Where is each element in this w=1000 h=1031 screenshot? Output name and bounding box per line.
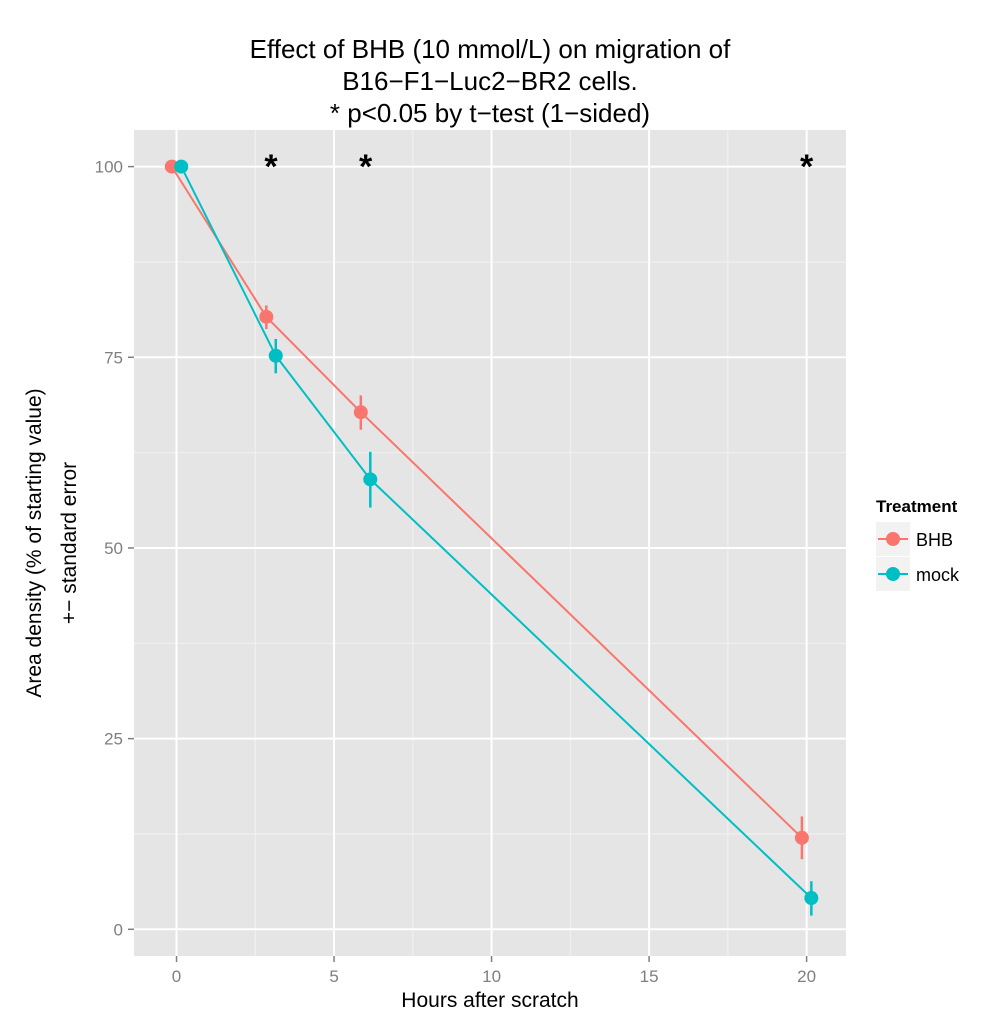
data-point (259, 309, 274, 324)
series-layer (164, 159, 819, 916)
significance-star: * (359, 148, 373, 186)
legend: Treatment BHB mock (876, 497, 960, 591)
chart-title: Effect of BHB (10 mmol/L) on migration o… (250, 34, 731, 128)
y-tick-label: 100 (95, 158, 123, 177)
y-tick-label: 75 (104, 348, 123, 367)
data-point (794, 830, 809, 845)
y-axis-title-line-1: Area density (% of starting value) (23, 388, 46, 697)
y-axis-title-line-2: +− standard error (58, 462, 81, 624)
legend-label: BHB (916, 530, 953, 550)
y-tick-label: 0 (114, 920, 123, 939)
legend-key-point (886, 567, 900, 581)
axis-ticks: 0 5 10 15 20 0 25 50 75 100 (95, 158, 816, 986)
legend-item-mock: mock (876, 557, 960, 591)
legend-label: mock (916, 565, 960, 585)
grid (134, 130, 846, 956)
data-point (804, 891, 819, 906)
x-tick-label: 20 (797, 967, 816, 986)
data-point (353, 405, 368, 420)
significance-annotations: * * * (264, 148, 814, 186)
data-point (268, 348, 283, 363)
significance-star: * (264, 148, 278, 186)
data-point (363, 472, 378, 487)
legend-keys: BHB mock (876, 522, 960, 591)
x-tick-label: 15 (640, 967, 659, 986)
chart-title-line-3: * p<0.05 by t−test (1−sided) (330, 98, 650, 128)
series-mock (174, 159, 819, 916)
chart-title-line-1: Effect of BHB (10 mmol/L) on migration o… (250, 34, 731, 64)
plot-panel (134, 130, 846, 956)
x-axis-title: Hours after scratch (401, 989, 578, 1012)
y-tick-label: 50 (104, 539, 123, 558)
x-tick-label: 10 (482, 967, 501, 986)
series-line (180, 166, 813, 899)
x-tick-label: 5 (329, 967, 338, 986)
data-point (174, 159, 189, 174)
legend-item-bhb: BHB (876, 522, 953, 556)
legend-title: Treatment (876, 497, 958, 516)
y-tick-label: 25 (104, 730, 123, 749)
chart-title-line-2: B16−F1−Luc2−BR2 cells. (342, 66, 638, 96)
legend-key-point (886, 532, 900, 546)
x-tick-label: 0 (172, 967, 181, 986)
significance-star: * (800, 148, 814, 186)
